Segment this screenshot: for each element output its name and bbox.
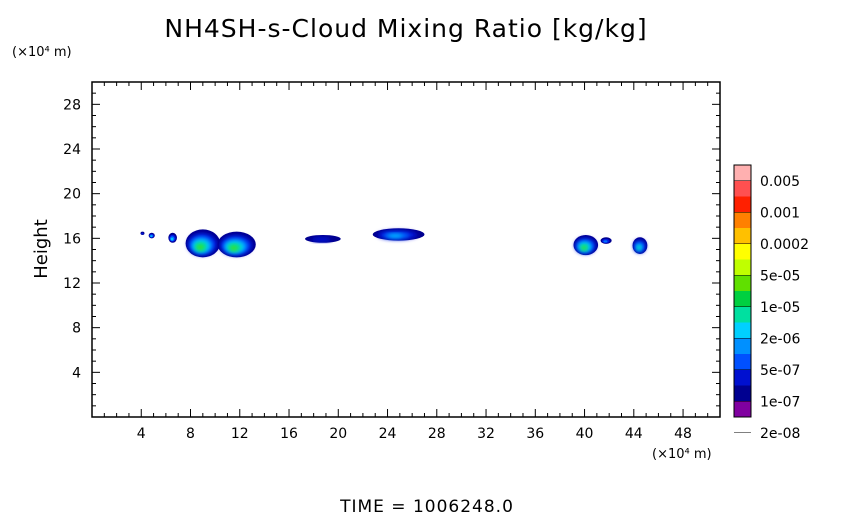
cloud-blob	[185, 229, 221, 258]
colorbar-cell	[734, 259, 751, 276]
colorbar-label: 0.001	[760, 205, 800, 221]
colorbar-label: 2e-06	[760, 331, 800, 347]
cloud-contour	[637, 246, 641, 250]
y-tick-label: 16	[63, 231, 81, 247]
colorbar-cell	[734, 243, 751, 260]
colorbar-label: 5e-07	[760, 363, 800, 379]
chart-title: NH4SH-s-Cloud Mixing Ratio [kg/kg]	[164, 14, 648, 43]
cloud-blob	[305, 234, 341, 243]
cloud-blob	[217, 231, 256, 258]
colorbar-cell	[734, 338, 751, 355]
colorbar: 0.005 0.001 0.0002 5e-05 1e-05 2e-06 5e-07 1e-0…	[733, 164, 809, 442]
colorbar-cell	[734, 369, 751, 386]
x-tick-label: 16	[280, 426, 298, 442]
cloud-contour	[230, 245, 238, 251]
x-tick-label: 44	[625, 426, 643, 442]
x-tick-label: 4	[137, 426, 146, 442]
colorbar-cell	[734, 228, 751, 245]
y-tick-label: 12	[63, 276, 81, 292]
colorbar-cell	[734, 322, 751, 339]
colorbar-cell	[734, 401, 751, 418]
cloud-blob	[168, 232, 177, 243]
cloud-blob	[632, 237, 648, 254]
cloud-contour	[311, 237, 332, 242]
cloud-blob	[600, 237, 612, 244]
colorbar-label: 1e-05	[760, 300, 800, 316]
colorbar-frame	[733, 164, 752, 418]
colorbar-label: 2e-08	[760, 426, 800, 442]
colorbar-label: 5e-05	[760, 268, 800, 284]
x-tick-label: 8	[186, 426, 195, 442]
y-tick-label: 8	[72, 321, 81, 337]
cloud-blob	[573, 234, 599, 256]
cloud-contour	[170, 237, 174, 241]
colorbar-cell	[734, 212, 751, 229]
x-tick-label: 40	[576, 426, 594, 442]
y-tick-label: 4	[72, 365, 81, 381]
x-tick-label: 24	[379, 426, 397, 442]
colorbar-label: 0.0002	[760, 237, 809, 253]
y-axis-label: Height	[31, 219, 52, 279]
colorbar-cell	[734, 180, 751, 197]
colorbar-cell	[734, 275, 751, 292]
x-tick-label: 48	[674, 426, 692, 442]
y-tick-label: 28	[63, 97, 81, 113]
cloud-blob	[148, 232, 155, 239]
x-tick-label: 36	[526, 426, 544, 442]
colorbar-cell	[734, 385, 751, 402]
y-tick-labels: 4 8 12 16 20 24 28	[63, 97, 81, 381]
x-tick-label: 32	[477, 426, 495, 442]
time-annotation: TIME = 1006248.0	[340, 497, 514, 517]
colorbar-cell	[734, 291, 751, 308]
y-tick-label: 24	[63, 142, 81, 158]
colorbar-label: 1e-07	[760, 394, 800, 410]
y-tick-label: 20	[63, 187, 81, 203]
cloud-contour	[581, 246, 587, 250]
colorbar-cell	[734, 165, 751, 182]
x-tick-label: 12	[231, 426, 249, 442]
colorbar-label: 0.005	[760, 174, 800, 190]
cloud-blob	[140, 231, 145, 235]
x-tick-labels: 4 8 12 16 20 24 28 32 36 40 44 48	[137, 426, 692, 442]
cloud-contour	[141, 232, 144, 235]
cloud-contour	[603, 240, 608, 243]
cloud-field	[140, 228, 648, 258]
x-tick-label: 28	[428, 426, 446, 442]
cloud-contour	[196, 244, 204, 250]
cloud-contour	[387, 234, 403, 238]
cloud-contour	[150, 235, 153, 238]
axis-ticks	[92, 82, 720, 417]
y-axis-unit: (×10⁴ m)	[12, 45, 72, 60]
colorbar-cell	[734, 306, 751, 323]
colorbar-cell	[734, 354, 751, 371]
plot-frame	[91, 81, 721, 418]
x-tick-label: 20	[329, 426, 347, 442]
x-axis-unit: (×10⁴ m)	[652, 447, 712, 462]
cloud-blob	[372, 228, 425, 241]
colorbar-cell	[734, 196, 751, 213]
